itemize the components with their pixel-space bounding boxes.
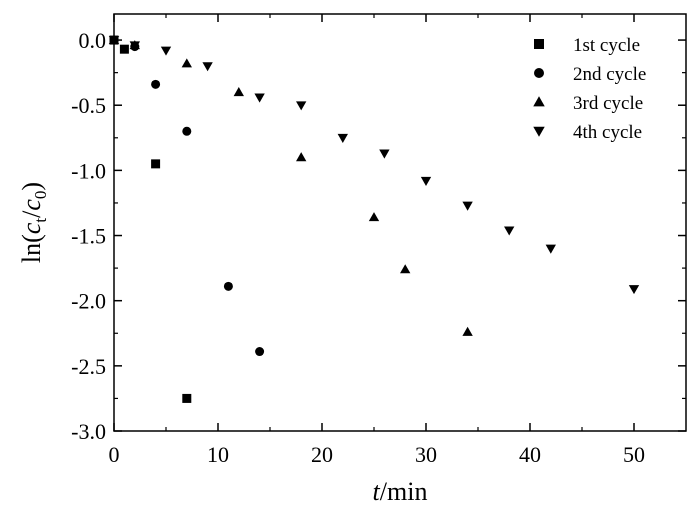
data-point	[202, 62, 213, 72]
data-point	[119, 44, 129, 54]
x-tick-label: 20	[311, 442, 333, 467]
legend-marker	[533, 96, 545, 107]
data-point	[233, 87, 244, 97]
y-tick-label: -3.0	[71, 419, 106, 444]
legend-label: 1st cycle	[573, 35, 640, 56]
series-4	[108, 36, 640, 295]
data-point	[337, 133, 348, 143]
data-point	[420, 176, 432, 186]
series-3	[108, 34, 473, 336]
series-1	[109, 35, 192, 403]
x-tick-label: 40	[519, 442, 541, 467]
legend-marker	[534, 39, 544, 49]
data-point	[129, 41, 140, 51]
y-tick-label: -1.0	[71, 158, 106, 183]
data-point	[545, 244, 556, 254]
x-tick-label: 0	[109, 442, 120, 467]
data-point	[504, 226, 515, 236]
y-axis-title: ln(ct/c0)	[17, 182, 50, 263]
data-point	[462, 201, 473, 211]
y-tick-label: 0.0	[79, 28, 107, 53]
y-tick-label: -2.5	[71, 354, 106, 379]
data-point	[628, 285, 640, 295]
y-tick-label: -0.5	[71, 93, 106, 118]
data-point	[151, 159, 161, 169]
series-2	[109, 35, 265, 357]
x-tick-label: 50	[623, 442, 645, 467]
legend-label: 2nd cycle	[573, 64, 646, 85]
data-point	[368, 212, 380, 222]
data-point	[400, 264, 411, 274]
data-point	[223, 281, 233, 291]
data-points	[108, 34, 640, 403]
legend-marker	[534, 68, 544, 78]
data-point	[181, 58, 192, 68]
data-point	[462, 326, 473, 336]
data-point	[254, 93, 265, 103]
y-axis-ticks: 0.0 -0.5 -1.0 -1.5 -2.0 -2.5 -3.0	[71, 28, 686, 444]
data-point	[296, 101, 307, 111]
legend-marker	[533, 126, 545, 137]
plot-frame	[113, 13, 687, 432]
data-point	[151, 79, 161, 89]
y-tick-label: -1.5	[71, 224, 106, 249]
data-point	[379, 149, 390, 159]
x-axis-title: t/min	[373, 477, 428, 506]
legend-label: 3rd cycle	[573, 93, 643, 114]
data-point	[296, 152, 307, 162]
legend-label: 4th cycle	[573, 122, 642, 143]
data-point	[255, 347, 265, 357]
x-tick-label: 10	[207, 442, 229, 467]
data-point	[182, 393, 192, 403]
data-point	[160, 46, 172, 56]
x-tick-label: 30	[415, 442, 437, 467]
legend: 1st cycle 2nd cycle 3rd cycle 4th cycle	[533, 35, 646, 143]
data-point	[182, 126, 192, 136]
y-tick-label: -2.0	[71, 289, 106, 314]
